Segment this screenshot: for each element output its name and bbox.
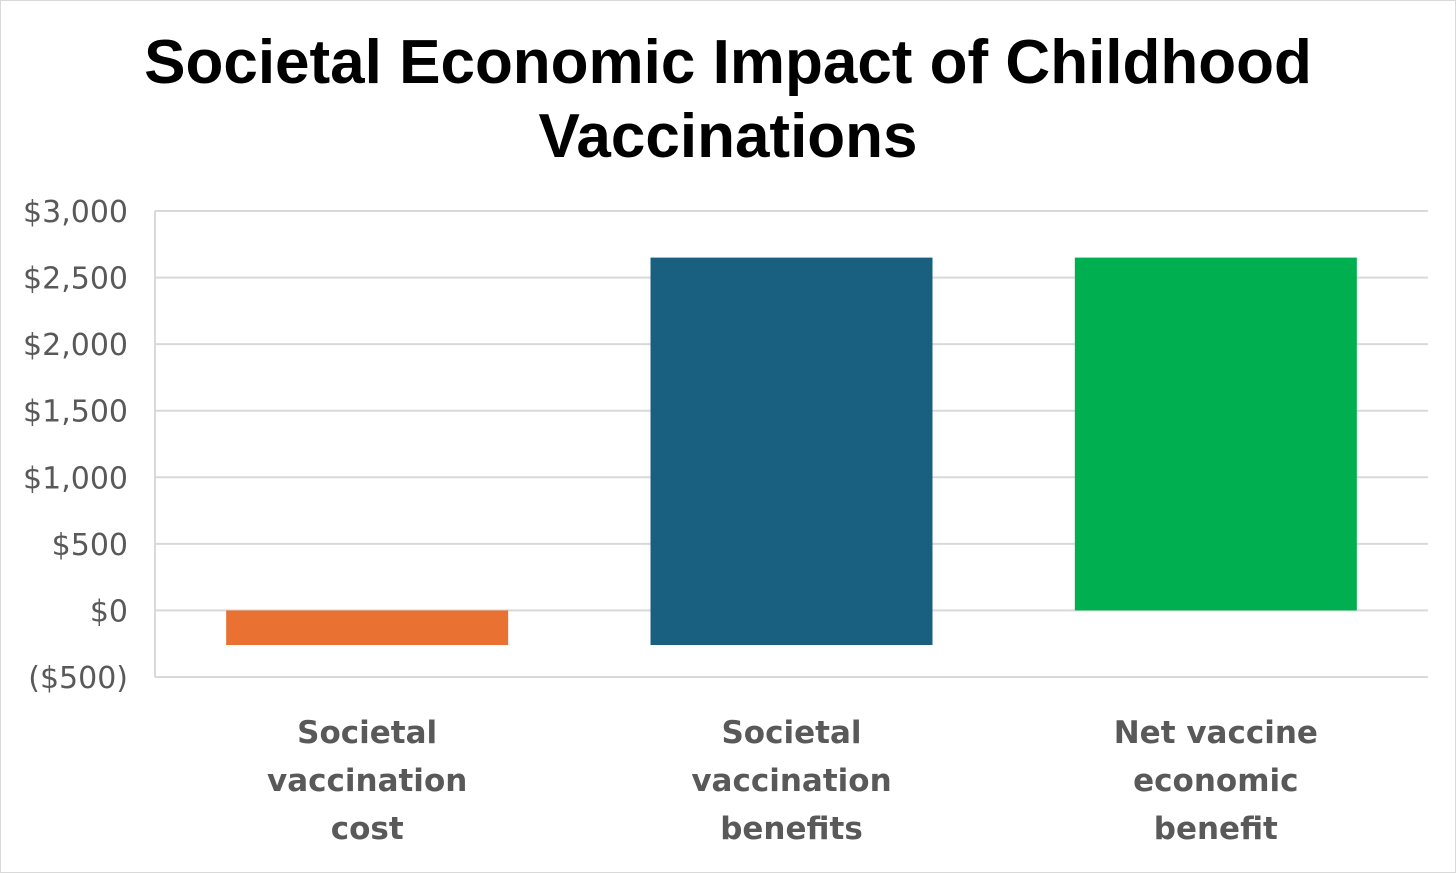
y-tick-label: $500 xyxy=(52,528,128,563)
y-tick-label: $0 xyxy=(90,594,128,629)
y-tick-label: $2,000 xyxy=(23,328,128,363)
x-category-label: cost xyxy=(331,811,404,847)
y-tick-label: $1,000 xyxy=(23,461,128,496)
bar xyxy=(650,257,933,646)
x-category-label: economic xyxy=(1133,763,1298,799)
x-category-label: Societal xyxy=(297,715,437,751)
y-tick-label: $3,000 xyxy=(23,195,128,230)
x-category-label: Net vaccine xyxy=(1114,715,1318,751)
y-tick-label: $1,500 xyxy=(23,395,128,430)
chart-title-line-1: Societal Economic Impact of Childhood xyxy=(144,28,1312,97)
y-tick-label: ($500) xyxy=(28,661,128,696)
x-category-label: vaccination xyxy=(691,763,891,799)
bar xyxy=(1074,257,1357,611)
x-category-label: Societal xyxy=(721,715,861,751)
chart-title-line-2: Vaccinations xyxy=(538,102,918,171)
x-category-label: benefits xyxy=(720,811,863,847)
x-category-label: benefit xyxy=(1154,811,1278,847)
x-category-label: vaccination xyxy=(267,763,467,799)
chart-title: Societal Economic Impact of Childhood Va… xyxy=(0,26,1456,174)
y-tick-label: $2,500 xyxy=(23,262,128,297)
bar xyxy=(226,610,509,646)
